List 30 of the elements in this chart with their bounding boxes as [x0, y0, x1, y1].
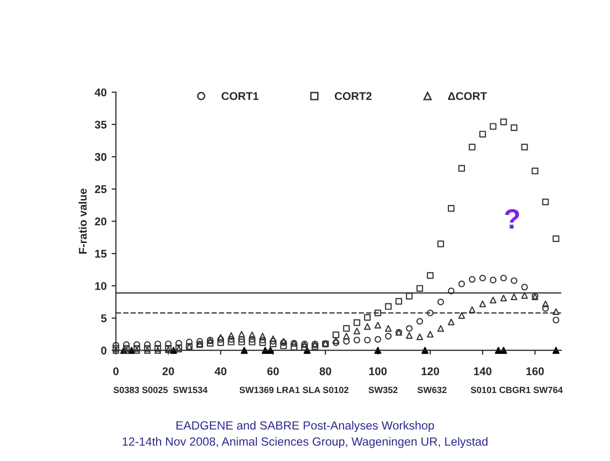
- x-tick-label: 160: [526, 367, 544, 376]
- text: SW352: [368, 386, 398, 394]
- x-tick-label: 100: [369, 367, 387, 376]
- text: S0383 S0025 SW1534: [114, 386, 208, 394]
- x-tick-label: 60: [267, 367, 279, 376]
- y-tick-label: 20: [94, 218, 106, 226]
- text: SW1369 LRA1 SLA S0102: [240, 386, 348, 394]
- y-tick-label: 15: [95, 250, 107, 258]
- text: EADGENE and SABRE Post-Analyses Workshop: [176, 420, 434, 432]
- y-tick-label: 30: [94, 153, 106, 161]
- text: 12-14th Nov 2008, Animal Sciences Group, Wageningen UR, Lelystad: [122, 437, 488, 448]
- y-tick-label: 5: [101, 314, 107, 322]
- x-tick-label: 20: [162, 367, 174, 376]
- y-tick-label: 25: [94, 185, 107, 194]
- text: SW632: [418, 386, 447, 394]
- annotation: ?: [505, 209, 520, 228]
- y-tick-label: 35: [94, 120, 107, 129]
- legend-label: CORT2: [334, 92, 372, 100]
- legend-label: ΔCORT: [448, 92, 487, 100]
- legend-label: CORT1: [222, 92, 259, 100]
- y-axis-title: F-ratio value: [78, 188, 87, 254]
- text: S0101 CBGR1 SW764: [470, 386, 563, 394]
- y-tick-label: 10: [95, 282, 106, 290]
- x-tick-label: 140: [474, 367, 492, 376]
- y-tick-label: 0: [101, 346, 106, 354]
- x-tick-label: 40: [214, 367, 226, 376]
- x-tick-label: 120: [422, 367, 440, 376]
- x-tick-label: 0: [113, 367, 119, 376]
- y-tick-label: 40: [94, 88, 106, 96]
- x-tick-label: 80: [320, 367, 332, 376]
